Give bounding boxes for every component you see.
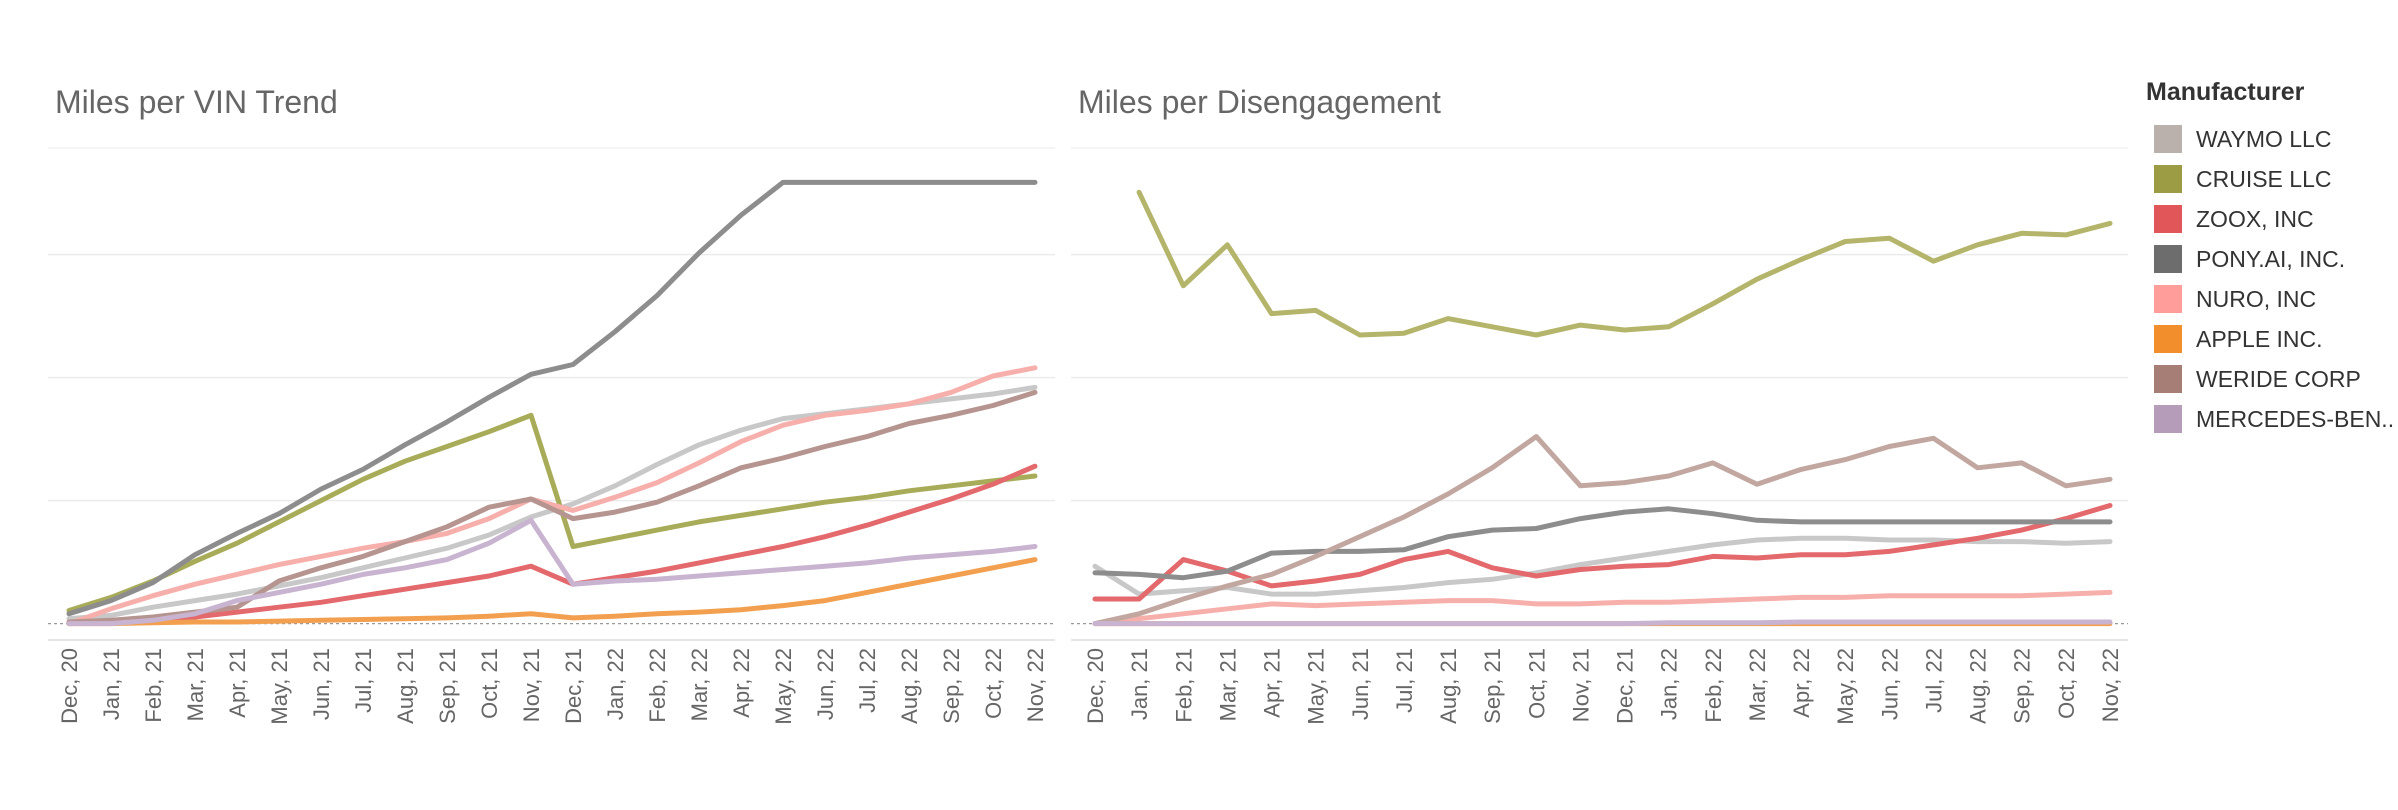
- x-tick-label: Nov, 22: [2098, 648, 2123, 722]
- legend-swatch: [2154, 245, 2182, 273]
- series-line[interactable]: [1092, 535, 2113, 597]
- legend-item[interactable]: MERCEDES-BEN..: [2146, 399, 2394, 439]
- series-line[interactable]: [66, 412, 1038, 613]
- x-tick-label: Mar, 22: [1745, 648, 1770, 721]
- legend-swatch: [2154, 325, 2182, 353]
- legend-item[interactable]: APPLE INC.: [2146, 319, 2394, 359]
- x-tick-label: Mar, 21: [183, 648, 208, 721]
- legend: Manufacturer WAYMO LLC CRUISE LLC ZOOX, IN…: [2146, 78, 2394, 439]
- x-tick-label: Aug, 21: [1436, 648, 1461, 724]
- legend-item[interactable]: PONY.AI, INC.: [2146, 239, 2394, 279]
- x-tick-label: Jul, 21: [351, 648, 376, 713]
- legend-swatch: [2154, 365, 2182, 393]
- x-tick-label: Oct, 21: [1524, 648, 1549, 719]
- x-tick-label: Jan, 22: [1657, 648, 1682, 720]
- x-tick-label: Jan, 22: [603, 648, 628, 720]
- x-tick-label: Jun, 22: [1877, 648, 1902, 720]
- x-tick-label: Jun, 21: [1348, 648, 1373, 720]
- series-line[interactable]: [1092, 503, 2113, 602]
- x-tick-label: Nov, 21: [519, 648, 544, 722]
- x-tick-label: Dec, 20: [1083, 648, 1108, 724]
- chart-miles-per-disengagement: Dec, 20 Jan, 21 Feb, 21 Mar, 21 Apr, 21 May, …: [1071, 147, 2128, 725]
- chart-title-miles-per-disengagement: Miles per Disengagement: [1078, 84, 1441, 120]
- x-tick-label: Jul, 22: [1922, 648, 1947, 713]
- legend-label: NURO, INC: [2196, 285, 2317, 312]
- series-line[interactable]: [1092, 434, 2113, 627]
- series-line[interactable]: [1092, 589, 2113, 627]
- x-tick-label: Mar, 21: [1215, 648, 1240, 721]
- x-tick-label: Jul, 21: [1392, 648, 1417, 713]
- legend-swatch: [2154, 285, 2182, 313]
- chart-miles-per-vin: Dec, 20 Jan, 21 Feb, 21 Mar, 21 Apr, 21 May, …: [48, 147, 1055, 725]
- legend-label: CRUISE LLC: [2196, 165, 2332, 192]
- legend-item[interactable]: WERIDE CORP: [2146, 359, 2394, 399]
- x-tick-label: Sep, 22: [2010, 648, 2035, 724]
- series-line[interactable]: [1136, 189, 2113, 338]
- legend-label: WAYMO LLC: [2196, 125, 2332, 152]
- series-line[interactable]: [66, 463, 1038, 627]
- legend-title: Manufacturer: [2146, 78, 2305, 106]
- x-tick-label: Sep, 22: [939, 648, 964, 724]
- x-tick-label: Nov, 21: [1568, 648, 1593, 722]
- chart-title-miles-per-vin: Miles per VIN Trend: [55, 84, 338, 120]
- x-tick-label: Apr, 22: [1789, 648, 1814, 718]
- x-tick-label: Jan, 21: [99, 648, 124, 720]
- legend-label: MERCEDES-BEN..: [2196, 405, 2395, 432]
- legend-label: WERIDE CORP: [2196, 365, 2361, 392]
- legend-item[interactable]: CRUISE LLC: [2146, 159, 2394, 199]
- series-line[interactable]: [1092, 619, 2113, 627]
- x-tick-label: Apr, 21: [225, 648, 250, 718]
- series-line[interactable]: [66, 557, 1038, 627]
- series-line[interactable]: [66, 389, 1038, 625]
- legend-item[interactable]: WAYMO LLC: [2146, 119, 2394, 159]
- x-tick-label: Oct, 22: [2054, 648, 2079, 719]
- x-tick-label: Dec, 20: [57, 648, 82, 724]
- x-tick-label: Feb, 22: [645, 648, 670, 723]
- x-tick-label: Jan, 21: [1127, 648, 1152, 720]
- x-tick-label: May, 21: [267, 648, 292, 725]
- x-tick-label: Nov, 22: [1023, 648, 1048, 722]
- x-tick-label: Sep, 21: [1480, 648, 1505, 724]
- series-line[interactable]: [66, 179, 1038, 617]
- legend-swatch: [2154, 405, 2182, 433]
- x-tick-label: Aug, 21: [393, 648, 418, 724]
- x-tick-label: May, 22: [771, 648, 796, 725]
- x-tick-label: May, 22: [1833, 648, 1858, 725]
- legend-swatch: [2154, 125, 2182, 153]
- x-tick-label: Aug, 22: [897, 648, 922, 724]
- x-tick-label: Jul, 22: [855, 648, 880, 713]
- x-tick-label: Aug, 22: [1966, 648, 1991, 724]
- legend-item[interactable]: NURO, INC: [2146, 279, 2394, 319]
- x-tick-label: Apr, 22: [729, 648, 754, 718]
- x-tick-label: Oct, 21: [477, 648, 502, 719]
- x-tick-label: May, 21: [1304, 648, 1329, 725]
- x-tick-label: Apr, 21: [1260, 648, 1285, 718]
- x-tick-label: Dec, 21: [561, 648, 586, 724]
- x-tick-label: Mar, 22: [687, 648, 712, 721]
- series-line[interactable]: [1092, 506, 2113, 581]
- x-tick-label: Feb, 22: [1701, 648, 1726, 723]
- x-tick-label: Jun, 22: [813, 648, 838, 720]
- x-tick-label: Jun, 21: [309, 648, 334, 720]
- x-tick-label: Dec, 21: [1613, 648, 1638, 724]
- legend-swatch: [2154, 205, 2182, 233]
- x-tick-label: Sep, 21: [435, 648, 460, 724]
- legend-label: ZOOX, INC: [2196, 205, 2314, 232]
- x-tick-label: Feb, 21: [141, 648, 166, 723]
- legend-item[interactable]: ZOOX, INC: [2146, 199, 2394, 239]
- x-tick-label: Oct, 22: [981, 648, 1006, 719]
- legend-label: PONY.AI, INC.: [2196, 245, 2346, 272]
- legend-label: APPLE INC.: [2196, 325, 2323, 352]
- x-tick-label: Feb, 21: [1171, 648, 1196, 723]
- series-line[interactable]: [66, 365, 1038, 627]
- series-line[interactable]: [66, 517, 1038, 627]
- legend-swatch: [2154, 165, 2182, 193]
